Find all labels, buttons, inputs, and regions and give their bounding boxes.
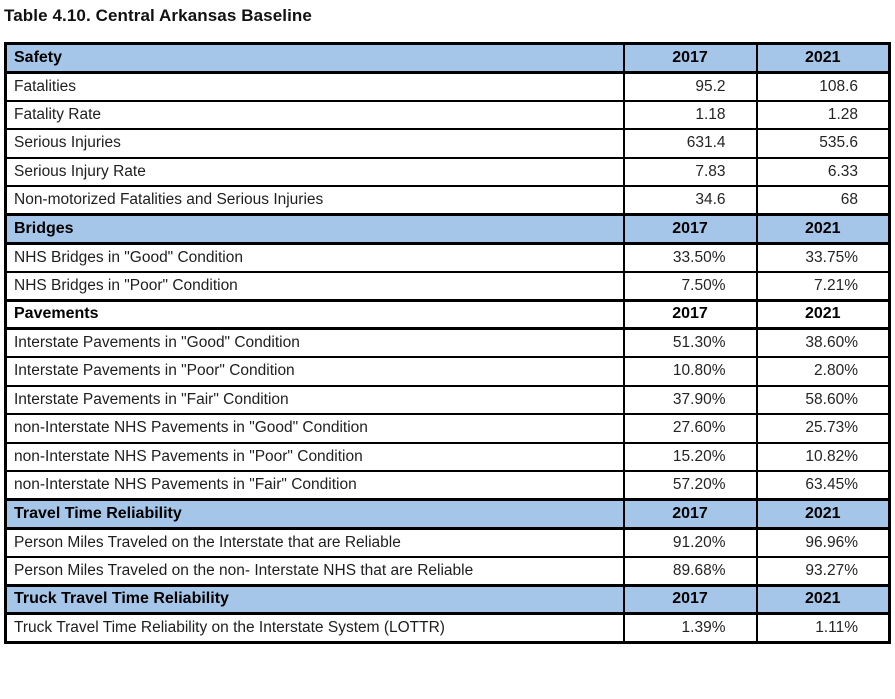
metric-label: Fatalities [4,71,625,102]
year-header-2021: 2021 [755,298,891,330]
table-row: non-Interstate NHS Pavements in "Good" C… [4,413,891,444]
metric-label: Truck Travel Time Reliability on the Int… [4,612,625,643]
value-2021: 6.33 [755,156,891,187]
value-2017: 10.80% [622,356,758,387]
value-2021: 68 [755,185,891,216]
table-row: Non-motorized Fatalities and Serious Inj… [4,185,891,216]
table-row: Interstate Pavements in "Fair" Condition… [4,384,891,415]
value-2017: 33.50% [622,242,758,273]
table-row: Person Miles Traveled on the Interstate … [4,527,891,558]
section-header-label: Truck Travel Time Reliability [4,583,625,615]
section-header-row-safety: Safety 2017 2021 [4,42,891,74]
metric-label: non-Interstate NHS Pavements in "Good" C… [4,413,625,444]
value-2021: 93.27% [755,555,891,586]
metric-label: Interstate Pavements in "Fair" Condition [4,384,625,415]
section-header-row-truck-travel-time-reliability: Truck Travel Time Reliability 2017 2021 [4,583,891,615]
table-row: Serious Injuries 631.4 535.6 [4,128,891,159]
table-row: Interstate Pavements in "Good" Condition… [4,327,891,358]
year-header-2021: 2021 [755,42,891,74]
table-row: NHS Bridges in "Good" Condition 33.50% 3… [4,242,891,273]
metric-label: non-Interstate NHS Pavements in "Fair" C… [4,470,625,501]
value-2021: 33.75% [755,242,891,273]
table-row: Fatalities 95.2 108.6 [4,71,891,102]
table-row: non-Interstate NHS Pavements in "Poor" C… [4,441,891,472]
section-header-label: Travel Time Reliability [4,498,625,530]
value-2021: 38.60% [755,327,891,358]
value-2017: 57.20% [622,470,758,501]
value-2021: 1.28 [755,99,891,130]
table-row: NHS Bridges in "Poor" Condition 7.50% 7.… [4,270,891,301]
value-2021: 7.21% [755,270,891,301]
metric-label: NHS Bridges in "Poor" Condition [4,270,625,301]
value-2021: 96.96% [755,527,891,558]
value-2021: 10.82% [755,441,891,472]
year-header-2017: 2017 [622,42,758,74]
section-header-row-bridges: Bridges 2017 2021 [4,213,891,245]
value-2021: 108.6 [755,71,891,102]
metric-label: Interstate Pavements in "Poor" Condition [4,356,625,387]
value-2017: 7.50% [622,270,758,301]
year-header-2017: 2017 [622,213,758,245]
page-title: Table 4.10. Central Arkansas Baseline [4,6,312,25]
metric-label: Fatality Rate [4,99,625,130]
value-2017: 91.20% [622,527,758,558]
value-2017: 27.60% [622,413,758,444]
value-2017: 1.39% [622,612,758,643]
table-row: non-Interstate NHS Pavements in "Fair" C… [4,470,891,501]
value-2017: 89.68% [622,555,758,586]
year-header-2017: 2017 [622,583,758,615]
section-header-label: Pavements [4,298,625,330]
year-header-2021: 2021 [755,498,891,530]
baseline-table: Safety 2017 2021 Fatalities 95.2 108.6 F… [4,42,891,644]
section-header-row-pavements: Pavements 2017 2021 [4,298,891,330]
table-row: Fatality Rate 1.18 1.28 [4,99,891,130]
value-2017: 631.4 [622,128,758,159]
metric-label: Person Miles Traveled on the non- Inters… [4,555,625,586]
value-2021: 63.45% [755,470,891,501]
section-header-label: Bridges [4,213,625,245]
table-row: Person Miles Traveled on the non- Inters… [4,555,891,586]
metric-label: Serious Injury Rate [4,156,625,187]
year-header-2021: 2021 [755,213,891,245]
value-2017: 15.20% [622,441,758,472]
value-2017: 37.90% [622,384,758,415]
year-header-2017: 2017 [622,498,758,530]
section-header-row-travel-time-reliability: Travel Time Reliability 2017 2021 [4,498,891,530]
value-2021: 58.60% [755,384,891,415]
metric-label: Serious Injuries [4,128,625,159]
value-2017: 34.6 [622,185,758,216]
table-row: Serious Injury Rate 7.83 6.33 [4,156,891,187]
table-row: Truck Travel Time Reliability on the Int… [4,612,891,643]
year-header-2017: 2017 [622,298,758,330]
value-2017: 51.30% [622,327,758,358]
value-2021: 535.6 [755,128,891,159]
value-2021: 25.73% [755,413,891,444]
table-row: Interstate Pavements in "Poor" Condition… [4,356,891,387]
value-2017: 7.83 [622,156,758,187]
metric-label: Interstate Pavements in "Good" Condition [4,327,625,358]
value-2021: 2.80% [755,356,891,387]
value-2017: 1.18 [622,99,758,130]
metric-label: Non-motorized Fatalities and Serious Inj… [4,185,625,216]
metric-label: NHS Bridges in "Good" Condition [4,242,625,273]
metric-label: Person Miles Traveled on the Interstate … [4,527,625,558]
year-header-2021: 2021 [755,583,891,615]
metric-label: non-Interstate NHS Pavements in "Poor" C… [4,441,625,472]
section-header-label: Safety [4,42,625,74]
value-2021: 1.11% [755,612,891,643]
value-2017: 95.2 [622,71,758,102]
